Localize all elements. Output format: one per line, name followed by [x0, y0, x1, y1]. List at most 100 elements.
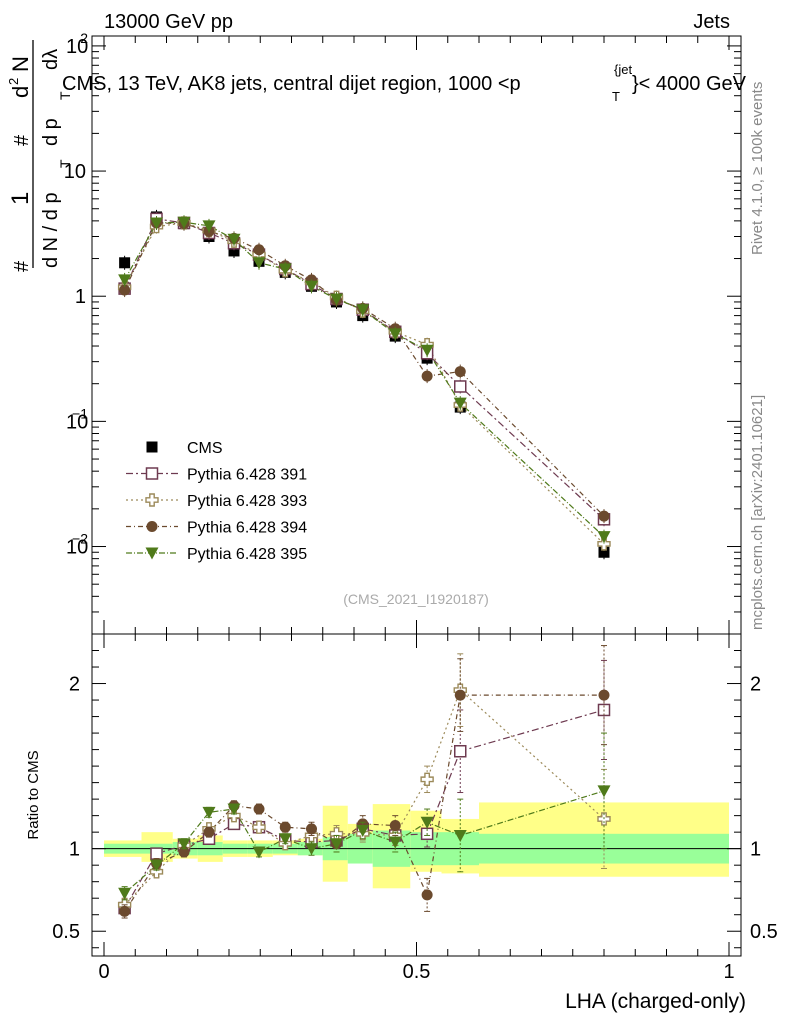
main-x-ticks [103, 36, 730, 634]
legend-marker [146, 521, 158, 532]
ratio-point [421, 889, 433, 901]
x-axis-label: LHA (charged-only) [565, 990, 746, 1013]
ratio-y-axis-label: Ratio to CMS [25, 750, 42, 839]
ratio-point [202, 806, 216, 819]
data-point [454, 366, 466, 378]
ratio-point [119, 905, 131, 917]
legend-label: Pythia 6.428 391 [187, 467, 307, 484]
x-tick-label: 0.5 [403, 961, 431, 983]
ratio-point [598, 689, 610, 701]
y-tick-label: 10 [66, 411, 88, 433]
data-point [150, 217, 163, 230]
title-end: }< 4000 GeV [632, 73, 747, 95]
data-point [118, 274, 132, 287]
legend-marker [145, 547, 159, 560]
x-tick-label: 1 [723, 961, 734, 983]
ylabel-sub-t-2: T [57, 91, 73, 100]
ratio-point [177, 838, 191, 851]
header-jets-label: Jets [693, 11, 730, 33]
ylabel-denominator: d N / d p [40, 192, 62, 268]
ylabel-numerator-n: N [8, 56, 33, 72]
data-point [420, 344, 434, 357]
data-point [202, 220, 216, 233]
legend-label: Pythia 6.428 393 [187, 493, 307, 510]
mcplots-label: mcplots.cern.ch [arXiv:2401.10621] [749, 395, 766, 630]
ratio-point [252, 820, 266, 834]
y-tick-exponent: −1 [72, 405, 88, 421]
y-tick-exponent: 2 [80, 30, 88, 46]
data-point [453, 397, 467, 410]
legend-label: CMS [187, 440, 223, 457]
data-point [597, 537, 611, 551]
data-point [598, 510, 610, 522]
data-point [356, 304, 370, 317]
ratio-point [203, 826, 215, 838]
ratio-point [227, 803, 241, 816]
data-point [119, 284, 131, 296]
ratio-line-2 [124, 689, 605, 906]
ratio-y-tick-label: 0.5 [52, 921, 80, 943]
ratio-line-4 [124, 790, 605, 894]
data-point [598, 546, 610, 558]
ratio-point [389, 820, 401, 832]
ylabel-dlambda: dλ [40, 49, 62, 70]
header-energy-label: 13000 GeV pp [104, 11, 233, 33]
ratio-point [252, 846, 266, 859]
series-line-3 [124, 222, 605, 517]
ratio-point [150, 859, 163, 872]
data-point [228, 245, 240, 257]
y-tick-label: 10 [66, 36, 88, 58]
legend: CMS Pythia 6.428 391 Pythia 6.428 393 Pythi… [126, 440, 307, 563]
legend-marker [145, 493, 159, 507]
ratio-point [388, 836, 402, 849]
ratio-point [149, 865, 164, 879]
ratio-point [454, 744, 467, 758]
legend-marker [145, 467, 159, 480]
ratio-uncertainty-bands [104, 802, 729, 889]
ratio-x-ticks: 0 0.5 1 [98, 634, 735, 983]
data-point [252, 257, 266, 270]
ratio-y-tick-label-right: 1 [750, 839, 761, 861]
ratio-point [330, 838, 343, 851]
ratio-point [178, 846, 190, 858]
ratio-point [306, 823, 317, 835]
title-superscript: {jet [614, 62, 632, 77]
ratio-point [278, 833, 292, 846]
ratio-y-ticks: 0.5 0.5 1 1 2 2 [52, 650, 778, 949]
ratio-series-lines [124, 689, 605, 912]
ylabel-hash-1: # [11, 260, 33, 272]
ylabel-numerator-d: d [8, 86, 33, 98]
series-line-4 [124, 221, 605, 538]
main-y-axis-label: # 1 d N / d p T # d 2 N d p T dλ [6, 40, 73, 272]
ratio-point [420, 816, 434, 829]
ratio-point [420, 772, 434, 787]
ratio-y-tick-label: 1 [69, 839, 80, 861]
ratio-point [305, 843, 318, 856]
y-tick-exponent: −2 [72, 531, 88, 547]
analysis-id-label: (CMS_2021_I1920187) [343, 591, 489, 607]
y-tick-label: 10 [66, 537, 88, 559]
data-point [597, 531, 611, 544]
title-text: CMS, 13 TeV, AK8 jets, central dijet reg… [62, 73, 521, 95]
ratio-point [150, 847, 163, 860]
data-point [177, 216, 191, 229]
ylabel-hash-2: # [11, 134, 33, 146]
ylabel-dpt: d p [40, 118, 62, 146]
ratio-y-tick-label-right: 2 [750, 674, 761, 696]
ylabel-one: 1 [7, 192, 34, 205]
data-point [388, 328, 402, 341]
data-point [253, 244, 265, 256]
main-data-marks [117, 209, 611, 560]
ratio-y-tick-label-right: 0.5 [750, 921, 778, 943]
ratio-frame [91, 633, 742, 957]
ratio-point [454, 689, 466, 701]
ratio-point [356, 825, 370, 838]
ratio-y-tick-label: 2 [69, 674, 80, 696]
data-point [421, 370, 433, 382]
data-point [330, 293, 343, 306]
legend-label: Pythia 6.428 394 [187, 520, 307, 537]
main-frame [91, 35, 742, 635]
